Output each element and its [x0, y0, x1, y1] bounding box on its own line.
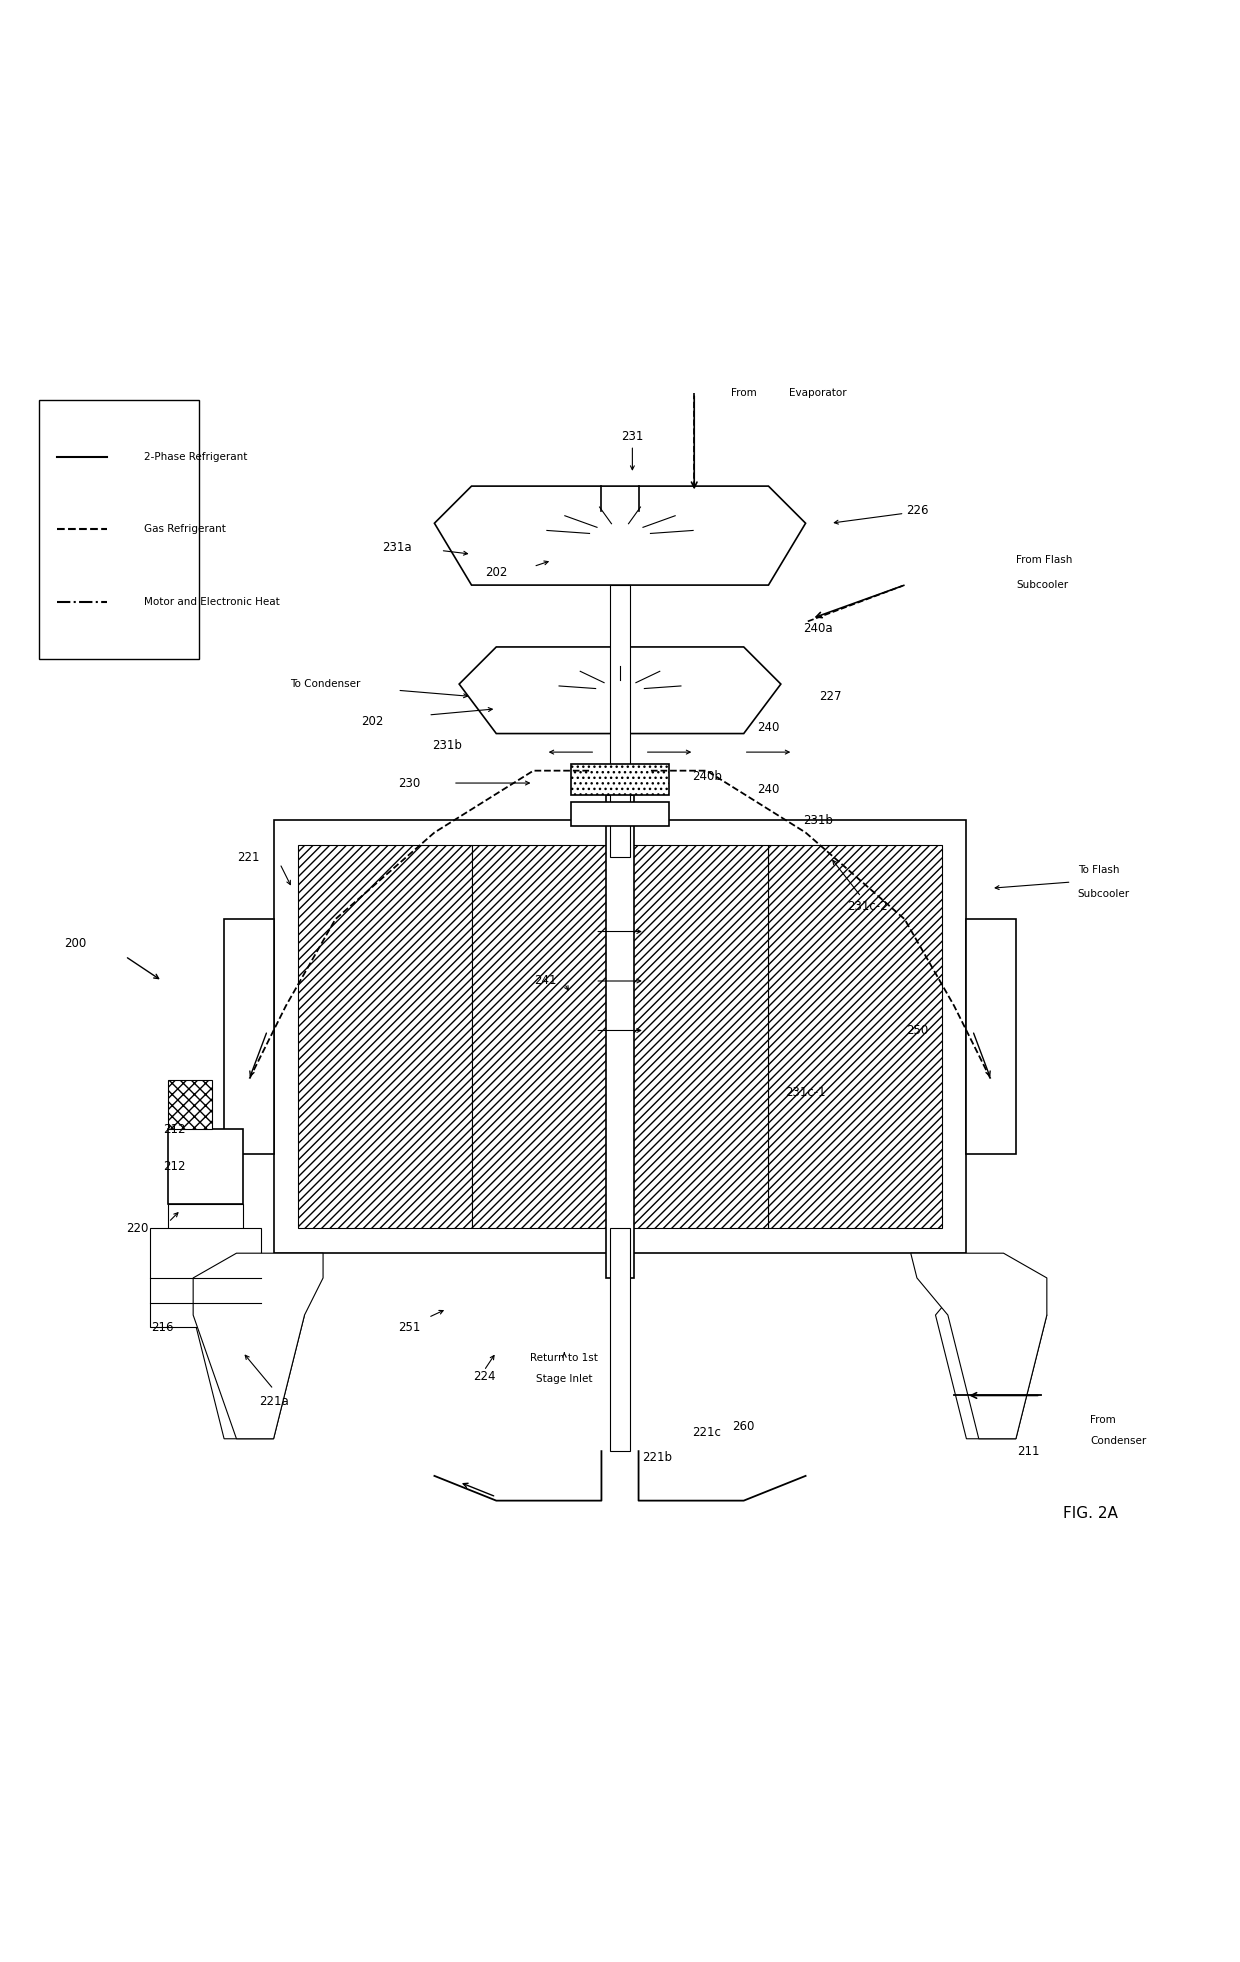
Bar: [169, 1205, 243, 1254]
Bar: [38, 400, 200, 659]
Polygon shape: [193, 1254, 324, 1438]
Text: 230: 230: [398, 777, 420, 789]
Bar: [299, 846, 471, 1228]
Text: 221a: 221a: [259, 1395, 289, 1409]
Bar: [966, 918, 1016, 1154]
Text: 231b: 231b: [804, 814, 833, 826]
Text: Stage Inlet: Stage Inlet: [536, 1375, 593, 1385]
Text: 231b: 231b: [432, 740, 461, 753]
Text: Evaporator: Evaporator: [789, 388, 847, 398]
Text: Return to 1st: Return to 1st: [531, 1354, 598, 1364]
Bar: [169, 1130, 243, 1205]
Text: 220: 220: [126, 1222, 149, 1234]
Bar: [610, 1228, 630, 1452]
Bar: [570, 765, 670, 795]
Text: 231: 231: [621, 430, 644, 443]
Bar: [471, 846, 769, 1228]
Text: 216: 216: [151, 1320, 174, 1334]
Text: Subcooler: Subcooler: [1078, 889, 1130, 899]
Text: 240b: 240b: [692, 771, 722, 783]
Polygon shape: [935, 1277, 1047, 1438]
Text: 212: 212: [164, 1122, 186, 1136]
Bar: [169, 1079, 212, 1130]
Text: 202: 202: [361, 714, 383, 728]
Text: Condenser: Condenser: [1090, 1436, 1147, 1446]
Text: Subcooler: Subcooler: [1016, 581, 1068, 591]
Text: 224: 224: [472, 1369, 495, 1383]
Text: 231c-2: 231c-2: [847, 901, 888, 912]
Text: Motor and Electronic Heat: Motor and Electronic Heat: [144, 596, 279, 606]
Bar: [606, 795, 634, 1277]
Bar: [610, 585, 630, 857]
Text: 221c: 221c: [692, 1426, 720, 1438]
Text: 221: 221: [238, 852, 260, 863]
Text: 240a: 240a: [804, 622, 833, 636]
Text: 240: 240: [758, 720, 780, 734]
Text: 221b: 221b: [642, 1450, 672, 1464]
Text: 231a: 231a: [382, 542, 412, 555]
Text: 200: 200: [64, 938, 87, 950]
Text: 211: 211: [1017, 1444, 1039, 1458]
Text: FIG. 2A: FIG. 2A: [1063, 1505, 1117, 1521]
Text: From: From: [730, 388, 756, 398]
Polygon shape: [434, 487, 806, 585]
Polygon shape: [193, 1277, 305, 1438]
Bar: [224, 918, 274, 1154]
Polygon shape: [459, 647, 781, 734]
Bar: [274, 820, 966, 1254]
Text: 212: 212: [164, 1160, 186, 1173]
Text: 250: 250: [905, 1024, 928, 1038]
Text: 226: 226: [905, 504, 929, 518]
Bar: [610, 795, 630, 1277]
Text: 240: 240: [758, 783, 780, 797]
Text: Gas Refrigerant: Gas Refrigerant: [144, 524, 226, 534]
Polygon shape: [910, 1254, 1047, 1438]
Bar: [150, 1228, 262, 1328]
Text: To Condenser: To Condenser: [290, 679, 360, 689]
Bar: [570, 802, 670, 826]
Text: 231c-1: 231c-1: [785, 1085, 826, 1099]
Text: 2-Phase Refrigerant: 2-Phase Refrigerant: [144, 451, 247, 461]
Bar: [769, 846, 941, 1228]
Text: 260: 260: [733, 1420, 755, 1432]
Text: 227: 227: [820, 691, 842, 702]
Text: 202: 202: [485, 567, 507, 579]
Text: From: From: [1090, 1415, 1116, 1424]
Text: From Flash: From Flash: [1016, 555, 1073, 565]
Text: To Flash: To Flash: [1078, 865, 1120, 875]
Text: 241: 241: [534, 975, 557, 987]
Text: 251: 251: [398, 1320, 420, 1334]
